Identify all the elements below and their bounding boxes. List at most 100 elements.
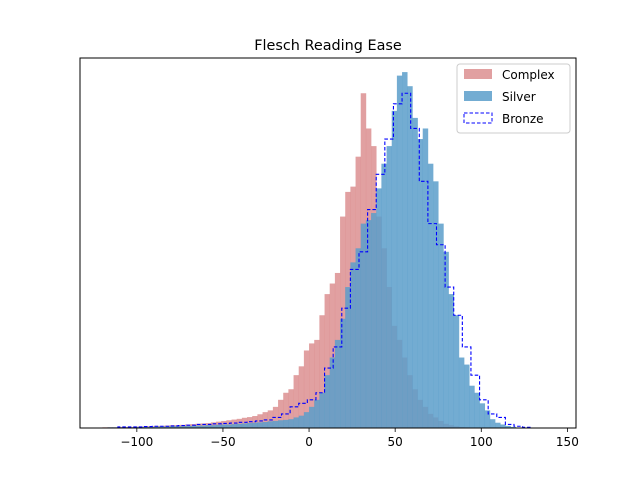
hist-bar [505,425,511,428]
legend-frame [456,63,571,134]
hist-bar [489,419,496,428]
hist-bar [154,426,160,428]
legend-label-silver: Silver [502,90,536,104]
hist-bar [309,406,315,428]
hist-bar [143,426,150,428]
hist-bar [298,415,305,428]
hist-bar [319,315,325,428]
hist-bar [355,248,362,428]
hist-bar [345,287,351,428]
hist-bar [479,403,486,428]
x-tick-label: 50 [388,435,403,449]
legend-label-complex: Complex [502,68,555,82]
hist-bar [210,425,217,428]
hist-bar [262,422,269,428]
hist-bar [241,423,248,428]
hist-bar [278,399,284,428]
hist-bar [309,343,315,428]
series-bronze-step [117,92,532,428]
hist-bar [319,392,325,428]
x-tick-label: 0 [305,435,313,449]
legend: Complex Silver Bronze [456,63,571,134]
hist-bar [376,188,382,428]
x-tick-label: −50 [210,435,235,449]
hist-bar [469,385,475,428]
hist-bar [231,419,238,428]
hist-bar [391,110,398,429]
hist-bar [438,223,444,428]
hist-bar [247,417,253,428]
hist-bar [283,419,289,428]
axes-frame [79,57,577,429]
hist-bar [159,426,165,428]
hist-bar [510,426,517,428]
hist-bar [443,251,449,428]
step-layer [117,92,532,428]
hist-bar [267,421,274,428]
hist-bar [334,339,341,428]
legend-label-bronze: Bronze [502,112,544,126]
x-tick-label: −100 [120,435,153,449]
plot-area: −100 −50 0 50 100 150 [79,57,579,449]
hist-bar [324,375,331,428]
hist-bar [464,364,470,428]
hist-bar [221,420,227,428]
hist-bar [407,86,413,428]
hist-bar [236,418,243,428]
hist-bar [298,366,305,428]
hist-bar [402,72,408,428]
legend-swatch-complex [464,69,492,79]
hist-bar [272,420,279,428]
hist-bar [453,315,460,428]
series-silver [107,72,517,429]
hist-bar [293,417,300,428]
hist-bar [396,75,403,429]
hist-bar [164,426,170,428]
hist-bar [267,410,274,428]
hist-bar [288,389,294,428]
hist-bar [231,424,238,428]
hist-bar [340,318,346,428]
hist-bar [205,425,212,428]
legend-swatch-silver [464,91,492,101]
legend-entries: Complex Silver Bronze [463,68,555,126]
hist-bar [226,420,232,428]
hist-bar [303,412,310,428]
hist-bar [179,426,186,428]
legend-swatch-bronze [463,112,493,124]
hist-bar [303,350,310,428]
hist-bar [422,128,429,429]
hist-bar [350,262,356,428]
hist-bar [283,392,289,428]
hist-bar [200,425,207,428]
hist-bar [381,163,387,428]
hist-bar [247,423,253,428]
hist-bar [257,422,263,428]
hist-bar [195,425,201,428]
hist-bar [427,163,434,428]
hist-bar [329,357,336,428]
hist-bar [169,426,176,428]
hist-bar [221,424,227,428]
hist-bar [226,424,232,428]
hist-bar [314,399,320,428]
hist-bar [371,213,377,428]
hist-bar [216,424,222,428]
hist-bar [360,223,367,428]
x-axis-ticks: −100 −50 0 50 100 150 [120,428,579,449]
hist-bar [386,146,393,428]
hist-bar [288,419,294,428]
hist-bar [293,375,300,428]
bars-layer [102,72,517,429]
hist-bar [365,220,372,428]
x-tick-label: 150 [556,435,579,449]
hist-bar [474,392,480,428]
hist-bar [278,420,284,428]
hist-bar [174,426,181,428]
hist-bar [495,422,501,428]
hist-bar [500,424,506,428]
hist-bar [433,181,439,428]
hist-bar [190,425,196,428]
hist-bar [329,283,336,428]
